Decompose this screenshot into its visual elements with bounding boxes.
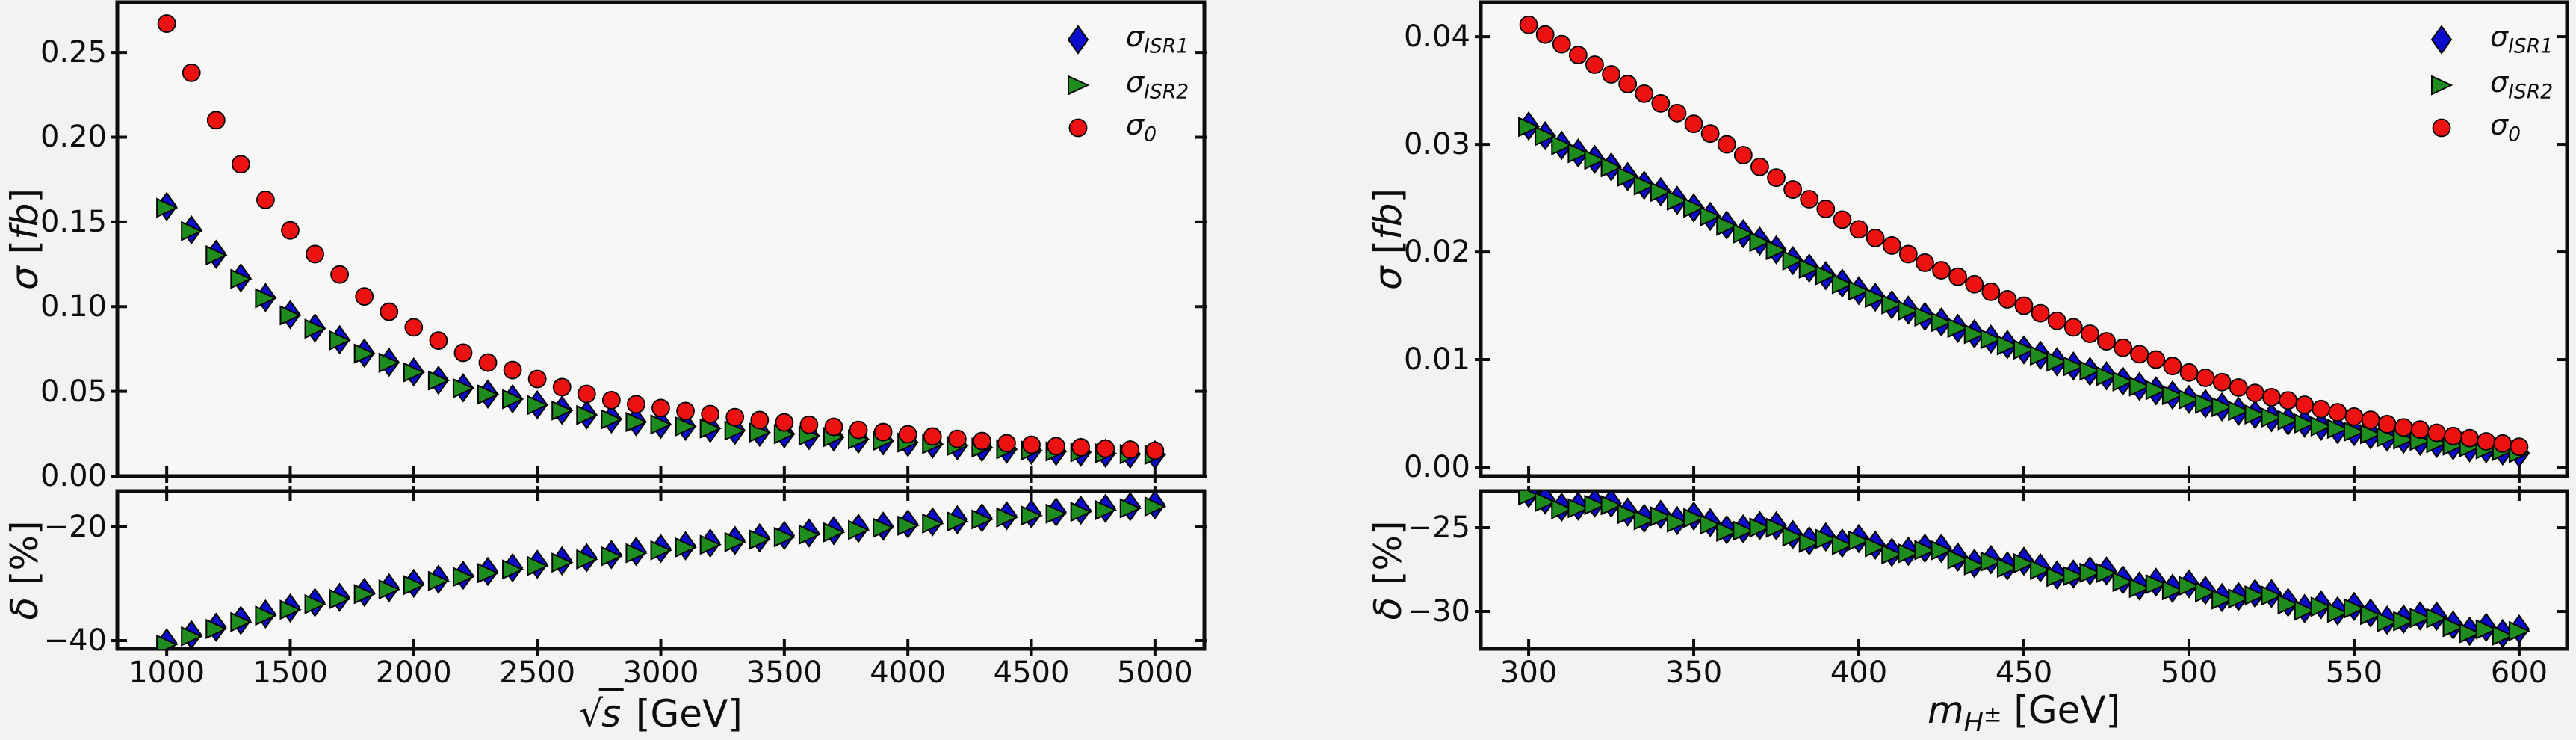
left-ytick-label-ratio: −40 [43, 623, 107, 658]
right-ytick-label-main: 0.00 [1403, 450, 1470, 485]
left-ytick-label-main: 0.10 [40, 289, 107, 324]
right-main-series [1517, 15, 2531, 469]
left-ytick-label-main: 0.20 [40, 120, 107, 155]
left-main-series [155, 14, 1167, 470]
left-legend-marker-sigma0 [1068, 118, 1088, 138]
left-xtick-label: 3000 [622, 656, 699, 690]
right-legend-label-sigma0: σ0 [2490, 108, 2521, 147]
right-ytick-label-main: 0.01 [1403, 342, 1470, 377]
left-xtick-label: 1500 [252, 656, 329, 690]
left-ratio-series [155, 491, 1167, 649]
right-ytick-label-main: 0.02 [1403, 235, 1470, 270]
left-main-plot-area [117, 2, 1204, 476]
right-ylabel-main: σ [fb] [1366, 188, 1410, 290]
right-legend-label-sigma_isr2: σISR2 [2490, 65, 2554, 104]
right-xtick-label: 350 [1665, 656, 1723, 690]
right-legend-marker-sigma_isr2 [2431, 75, 2453, 96]
left-xlabel: √s [GeV] [579, 688, 743, 736]
right-ratio-frame [1479, 489, 2569, 651]
right-ytick-label-ratio: −30 [1407, 594, 1470, 629]
left-ytick-label-main: 0.00 [40, 459, 107, 493]
left-legend-label-sigma_isr1: σISR1 [1126, 19, 1189, 58]
right-xtick-label: 300 [1499, 656, 1558, 690]
right-legend-label-sigma_isr1: σISR1 [2490, 19, 2554, 58]
right-ytick-label-main: 0.04 [1403, 19, 1470, 55]
right-legend-marker-sigma0 [2432, 118, 2451, 138]
left-xtick-label: 1000 [129, 656, 205, 690]
right-ylabel-ratio: δ [%] [1366, 519, 1410, 620]
right-xtick-label: 450 [1995, 656, 2053, 690]
left-main-frame [115, 0, 1207, 478]
left-legend-label-sigma_isr2: σISR2 [1126, 65, 1189, 104]
right-main-plot-area [1481, 2, 2567, 476]
right-ytick-label-ratio: −25 [1407, 511, 1470, 546]
left-xtick-label: 5000 [1116, 656, 1193, 690]
left-ytick-label-ratio: −20 [43, 510, 107, 545]
left-ylabel-ratio: δ [%] [3, 519, 46, 620]
right-xtick-label: 600 [2490, 656, 2548, 690]
left-ytick-label-main: 0.15 [40, 204, 107, 239]
left-xtick-label: 4000 [870, 656, 947, 690]
left-xtick-label: 4500 [993, 656, 1070, 690]
left-legend-label-sigma0: σ0 [1126, 108, 1157, 147]
left-ratio-frame [115, 489, 1207, 651]
left-legend-marker-sigma_isr2 [1068, 75, 1090, 96]
left-xtick-label: 3500 [746, 656, 823, 690]
left-ytick-label-main: 0.05 [40, 374, 107, 409]
right-xtick-label: 400 [1830, 656, 1888, 690]
right-legend-marker-sigma_isr1 [2430, 25, 2453, 55]
right-xlabel: mH± [GeV] [1927, 688, 2121, 738]
left-xtick-label: 2000 [375, 656, 452, 690]
left-legend-marker-sigma_isr1 [1067, 25, 1089, 55]
left-ytick-label-main: 0.25 [40, 35, 107, 70]
right-main-frame [1479, 0, 2569, 478]
right-ratio-series [1517, 491, 2531, 649]
right-ytick-label-main: 0.03 [1403, 127, 1470, 162]
left-xtick-label: 2500 [499, 656, 576, 690]
left-ylabel-main: σ [fb] [3, 188, 46, 290]
right-xtick-label: 500 [2160, 656, 2218, 690]
right-xtick-label: 550 [2325, 656, 2383, 690]
